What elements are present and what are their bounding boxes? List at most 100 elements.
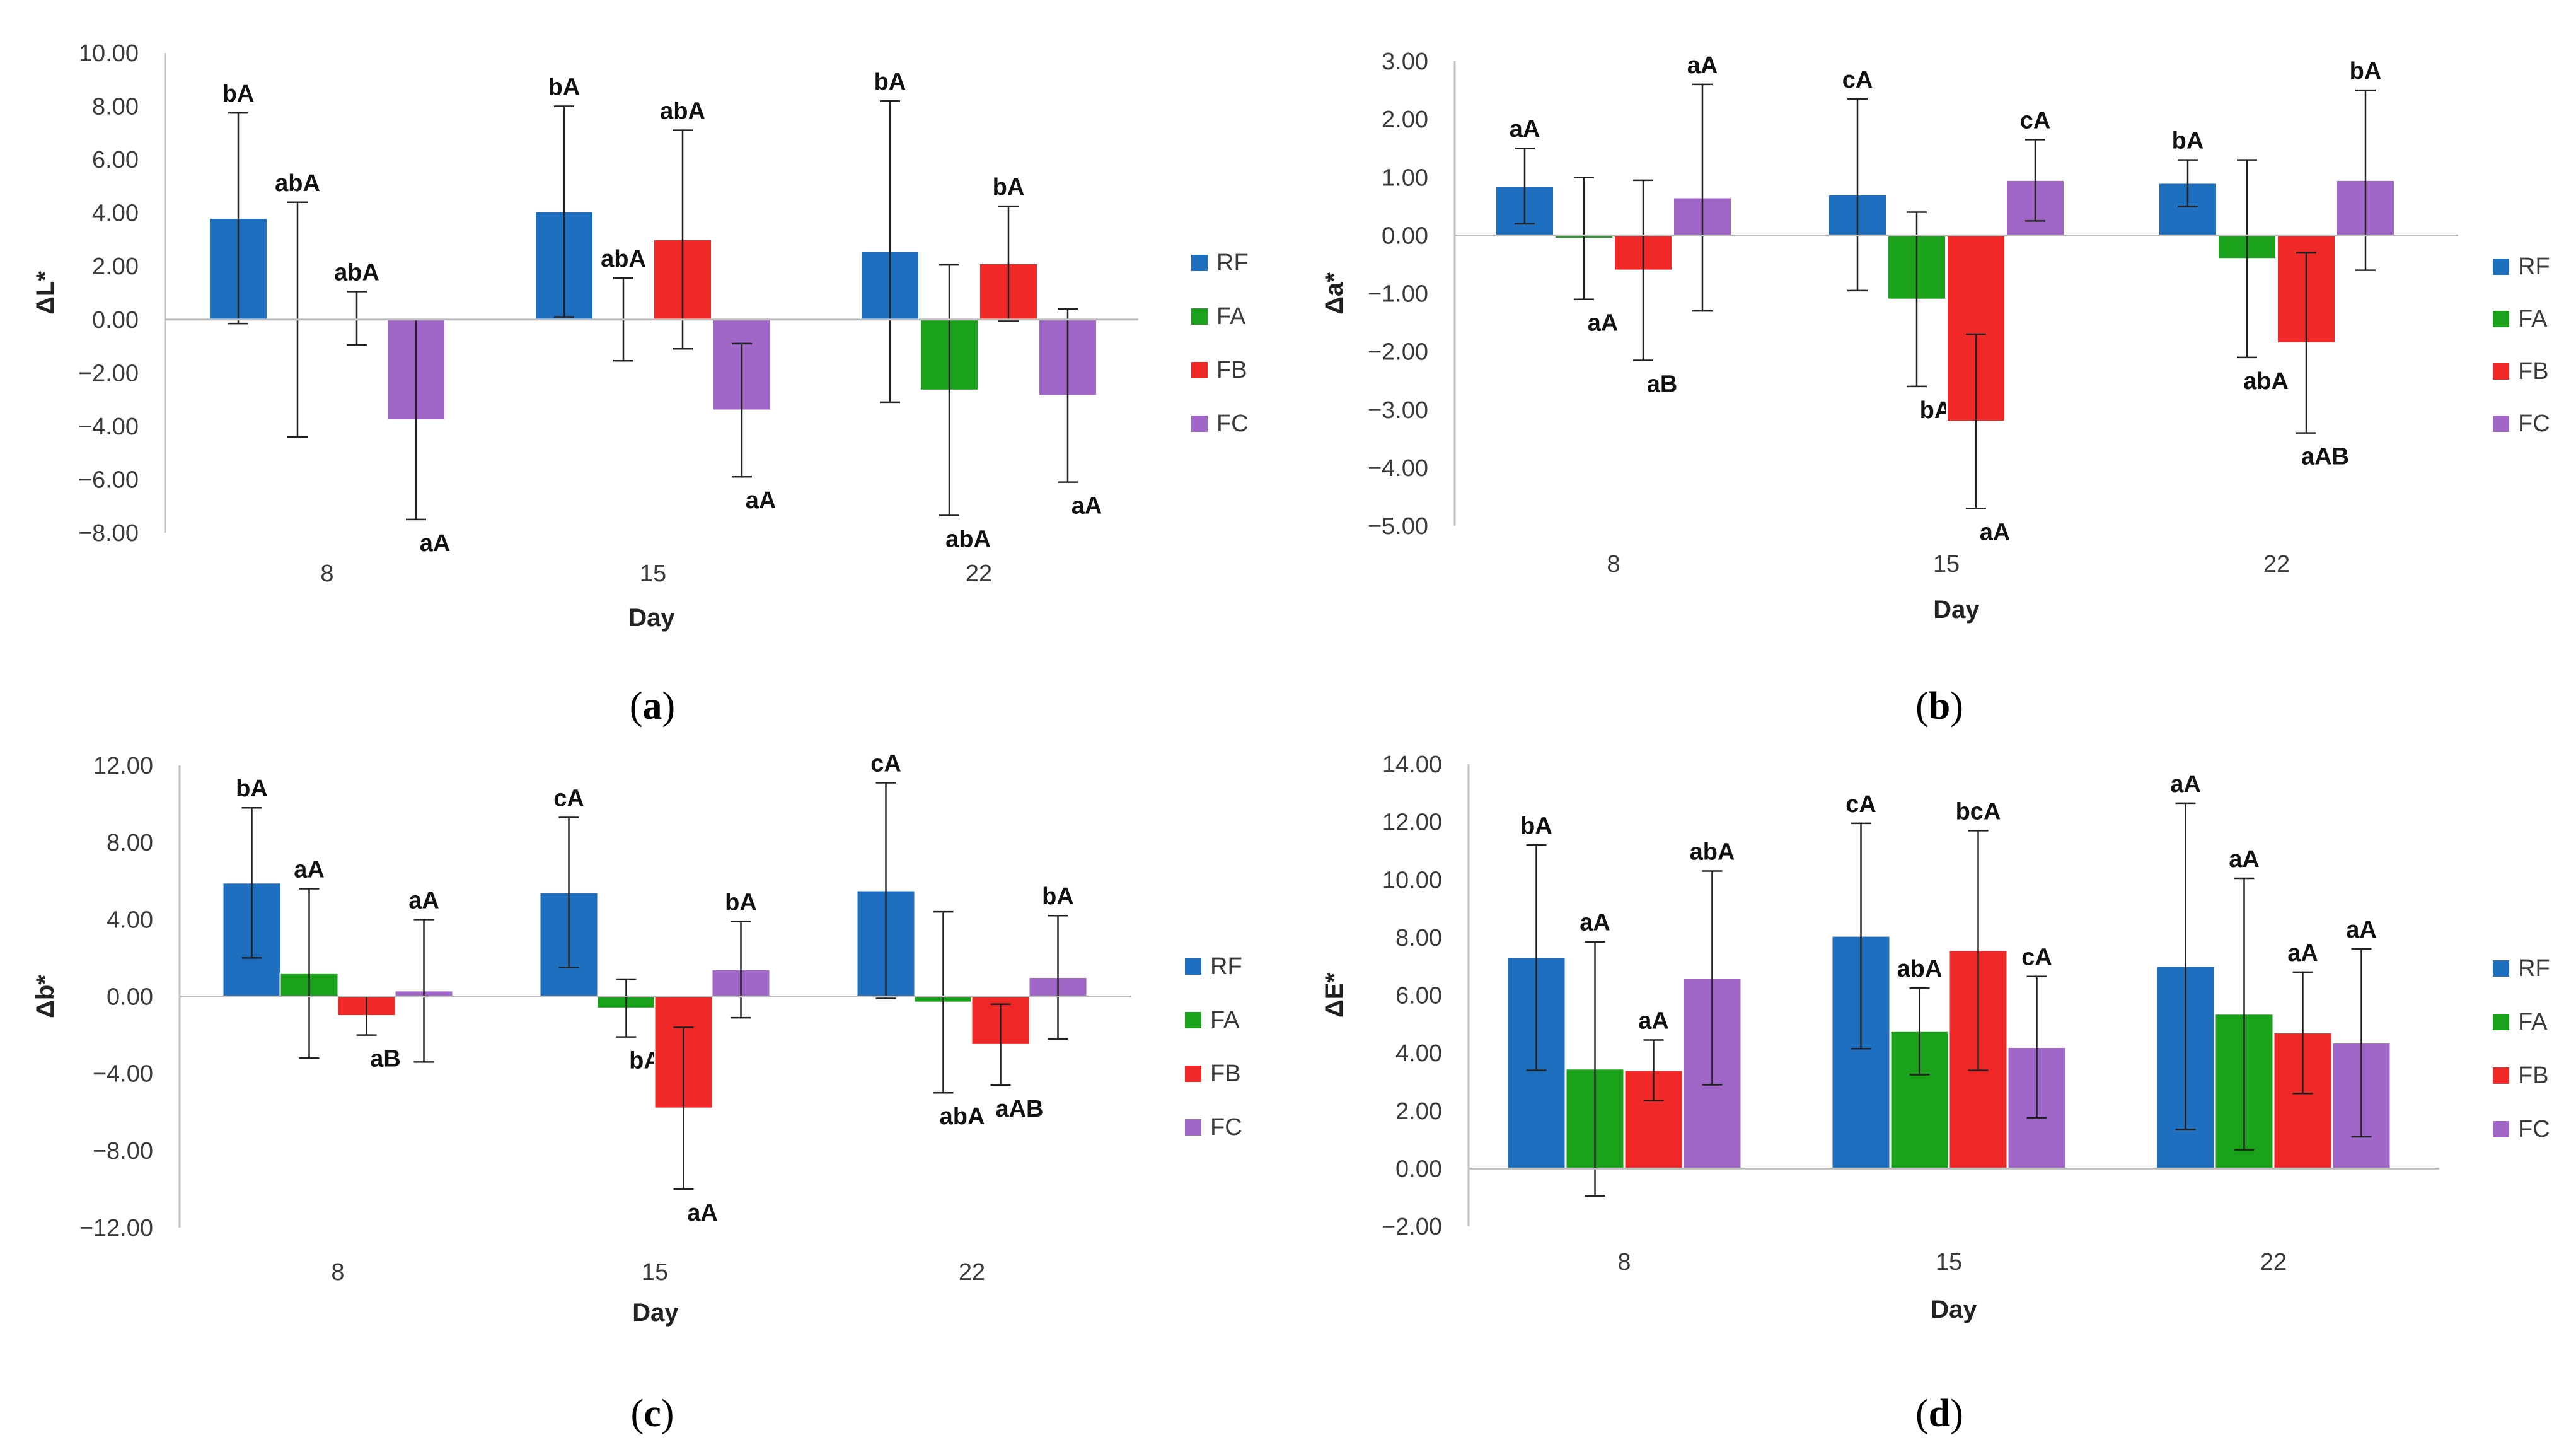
legend-swatch-FA: [2493, 1014, 2509, 1030]
y-tick-label: 10.00: [1382, 867, 1442, 893]
legend-label-RF: RF: [2518, 955, 2550, 982]
significance-label-FA-day-22: abA: [940, 1103, 985, 1130]
legend-label-FC: FC: [1210, 1114, 1242, 1141]
y-axis-label: ΔL*: [32, 271, 59, 315]
y-tick-label: 8.00: [1395, 925, 1442, 951]
significance-label-FB-day-15: aA: [687, 1200, 718, 1226]
x-axis-label: Day: [1931, 1296, 1977, 1323]
legend-swatch-RF: [2493, 259, 2509, 275]
y-tick-label: 2.00: [1382, 107, 1428, 133]
significance-label-FC-day-22: bA: [1042, 883, 1074, 910]
x-tick-label: 15: [642, 1259, 668, 1286]
significance-label-RF-day-15: cA: [1842, 67, 1873, 93]
significance-label-FA-day-8: aA: [294, 856, 325, 883]
significance-label-FB-day-8: aA: [1638, 1008, 1669, 1035]
legend-label-FA: FA: [1216, 303, 1246, 330]
significance-label-FC-day-22: aA: [1071, 493, 1102, 520]
y-tick-label: 4.00: [1395, 1040, 1442, 1067]
chart-panel-a: 10.00 8.00 6.00 4.00 2.00 0.00 −2.00 −4.00 −6.00…: [32, 40, 1249, 728]
significance-label-FA-day-8: aA: [1580, 910, 1610, 936]
significance-label-FA-day-22: abA: [2243, 368, 2289, 395]
x-tick-label: 22: [2263, 551, 2290, 578]
y-tick-label: −2.00: [78, 360, 139, 386]
y-tick-label: 2.00: [1395, 1098, 1442, 1125]
significance-label-RF-day-8: bA: [222, 81, 255, 107]
significance-label-RF-day-22: aA: [2170, 771, 2201, 798]
legend-swatch-FC: [2493, 416, 2509, 432]
chart-panel-b: 3.00 2.00 1.00 0.00 −1.00 −2.00 −3.00 −4.00 −5.0…: [1320, 49, 2550, 728]
significance-label-RF-day-8: bA: [1520, 813, 1552, 839]
legend-label-FC: FC: [2518, 410, 2550, 437]
significance-label-FB-day-15: aA: [1980, 519, 2011, 545]
x-tick-label: 15: [1933, 551, 1960, 578]
panel-label-b: (b): [1915, 685, 1963, 728]
significance-label-FC-day-15: cA: [2021, 944, 2052, 971]
legend-swatch-FB: [2493, 363, 2509, 380]
panel-label-a: (a): [630, 685, 675, 728]
significance-label-RF-day-15: cA: [1845, 791, 1876, 818]
significance-label-FB-day-15: abA: [660, 98, 705, 125]
chart-panel-d: 14.00 12.00 10.00 8.00 6.00 4.00 2.00 0.00 −2.00…: [1320, 752, 2550, 1435]
y-tick-label: −3.00: [1368, 397, 1428, 424]
legend-label-FB: FB: [2518, 1062, 2549, 1089]
significance-label-FA-day-22: abA: [945, 526, 991, 553]
legend-swatch-FB: [1191, 362, 1208, 378]
legend-swatch-FA: [1191, 308, 1208, 325]
significance-label-RF-day-22: cA: [870, 750, 901, 777]
legend-label-FB: FB: [2518, 358, 2549, 385]
y-tick-label: 0.00: [92, 307, 139, 334]
legend-label-RF: RF: [1216, 250, 1249, 276]
legend-swatch-FC: [1185, 1119, 1201, 1136]
legend-label-RF: RF: [2518, 253, 2550, 280]
y-tick-label: −2.00: [1382, 1214, 1442, 1240]
y-tick-label: −4.00: [78, 414, 139, 440]
significance-label-FB-day-8: aB: [370, 1046, 401, 1072]
y-tick-label: 8.00: [92, 94, 139, 120]
y-tick-label: 10.00: [79, 40, 139, 67]
y-tick-label: 6.00: [1395, 983, 1442, 1009]
legend-swatch-FB: [1185, 1066, 1201, 1082]
x-axis-label: Day: [1933, 596, 1980, 624]
y-tick-label: −8.00: [93, 1138, 153, 1165]
significance-label-RF-day-22: bA: [2172, 128, 2204, 154]
legend-label-FC: FC: [1216, 410, 1249, 437]
legend-label-FA: FA: [2518, 1009, 2548, 1035]
x-tick-label: 22: [966, 561, 992, 587]
legend-swatch-RF: [1185, 958, 1201, 975]
x-tick-label: 8: [331, 1259, 344, 1286]
significance-label-FA-day-8: abA: [275, 170, 320, 197]
significance-label-FC-day-22: aA: [2346, 917, 2377, 943]
significance-label-FC-day-8: aA: [1687, 52, 1718, 79]
y-tick-label: 1.00: [1382, 165, 1428, 191]
x-tick-label: 8: [1617, 1249, 1631, 1276]
x-tick-label: 22: [2260, 1249, 2287, 1276]
chart-panel-c: 12.00 8.00 4.00 0.00 −4.00 −8.00 −12.00 Δb* bA cA…: [32, 750, 1242, 1435]
x-tick-label: 15: [640, 561, 666, 587]
y-tick-label: −4.00: [1368, 455, 1428, 482]
x-tick-label: 15: [1936, 1249, 1962, 1276]
y-tick-label: 4.00: [107, 907, 153, 933]
y-tick-label: 12.00: [93, 753, 153, 779]
significance-label-FB-day-8: abA: [334, 259, 379, 286]
significance-label-FB-day-22: bA: [993, 174, 1025, 200]
legend-swatch-RF: [2493, 960, 2509, 977]
y-tick-label: −12.00: [79, 1215, 153, 1241]
x-tick-label: 22: [959, 1259, 985, 1286]
y-tick-label: 2.00: [92, 253, 139, 280]
significance-label-RF-day-15: bA: [548, 74, 580, 101]
significance-label-FA-day-15: bA: [1920, 397, 1952, 424]
significance-label-FB-day-8: aB: [1647, 371, 1678, 397]
y-axis-label: Δb*: [32, 975, 59, 1018]
legend-swatch-RF: [1191, 255, 1208, 271]
legend-label-RF: RF: [1210, 953, 1242, 980]
x-axis-label: Day: [628, 604, 675, 632]
legend-swatch-FC: [2493, 1121, 2509, 1137]
y-axis-label: Δa*: [1320, 272, 1348, 315]
y-tick-label: −5.00: [1368, 513, 1428, 540]
legend-swatch-FC: [1191, 416, 1208, 432]
significance-label-RF-day-8: aA: [1510, 116, 1540, 142]
significance-label-FB-day-22: aAB: [995, 1096, 1043, 1122]
significance-label-RF-day-22: bA: [874, 69, 906, 95]
significance-label-FC-day-8: aA: [408, 887, 439, 914]
